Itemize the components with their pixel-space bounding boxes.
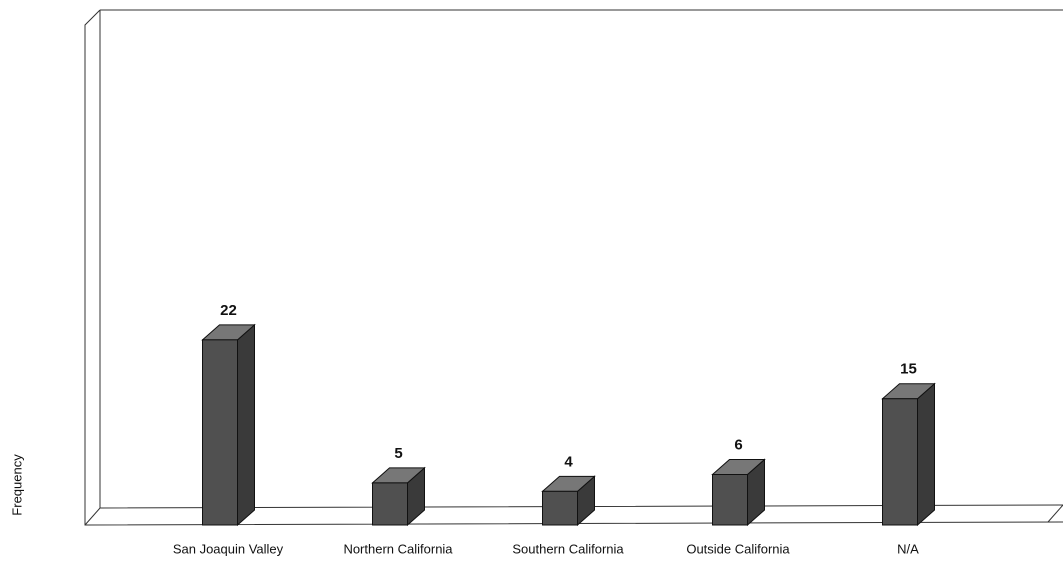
x-tick-label: N/A	[897, 541, 919, 556]
floor-edge	[84, 507, 101, 526]
floor-edge	[1047, 504, 1063, 523]
x-tick-label: Outside California	[686, 541, 790, 556]
y-axis-label: Frequency	[9, 454, 24, 516]
bar	[712, 474, 748, 526]
x-tick-label: Southern California	[512, 541, 624, 556]
bar-side	[917, 382, 935, 527]
value-label: 5	[394, 445, 402, 462]
value-label: 15	[900, 361, 917, 378]
bar	[542, 490, 578, 526]
value-label: 6	[734, 436, 742, 453]
value-label: 4	[564, 453, 573, 470]
x-tick-label: Northern California	[343, 541, 453, 556]
bar-side	[237, 323, 255, 527]
bar	[372, 482, 408, 526]
bar	[202, 339, 238, 526]
bar	[882, 398, 918, 526]
value-label: 22	[220, 302, 237, 319]
x-tick-label: San Joaquin Valley	[173, 541, 284, 556]
